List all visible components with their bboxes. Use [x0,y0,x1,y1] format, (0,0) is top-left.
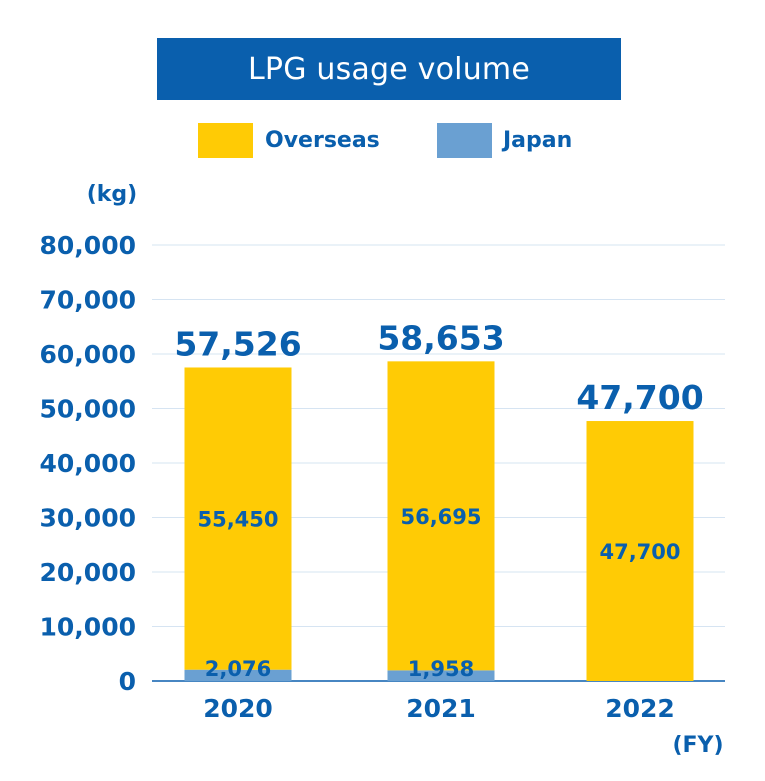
data-label-overseas: 55,450 [197,508,278,532]
x-tick-label: 2021 [406,694,476,723]
legend-swatch-japan [437,123,492,158]
y-tick-labels: 0 10,000 20,000 30,000 40,000 50,000 60,000 70,… [40,231,136,696]
bars [184,361,694,681]
y-tick-label: 80,000 [40,231,136,260]
bar-japan [184,669,292,681]
data-labels: 2,076 55,450 57,526 1,958 56,695 58,653 47,700… [174,318,703,681]
x-axis-unit: (FY) [672,733,723,758]
bar-overseas [586,421,694,681]
y-axis-unit: (kg) [87,182,138,207]
y-tick-label: 30,000 [40,504,136,533]
x-tick-labels: 2020 2021 2022 [203,694,675,723]
y-tick-label: 70,000 [40,286,136,315]
legend-swatch-overseas [198,123,253,158]
y-tick-label: 20,000 [40,558,136,587]
y-tick-label: 50,000 [40,395,136,424]
legend-label-japan: Japan [503,128,573,153]
bar-overseas [387,361,495,671]
bar-overseas [184,367,292,670]
x-tick-label: 2020 [203,694,273,723]
y-tick-label: 10,000 [40,613,136,642]
y-tick-label: 0 [119,667,136,696]
data-label-total: 47,700 [576,378,703,417]
y-tick-label: 40,000 [40,449,136,478]
data-label-overseas: 47,700 [599,540,680,564]
data-label-overseas: 56,695 [400,505,481,529]
data-label-japan: 2,076 [205,657,271,681]
y-tick-label: 60,000 [40,340,136,369]
data-label-japan: 1,958 [408,657,474,681]
chart-title: LPG usage volume [157,38,621,100]
x-tick-label: 2022 [605,694,675,723]
data-label-total: 57,526 [174,324,301,363]
legend: Overseas Japan [0,123,765,159]
legend-label-overseas: Overseas [265,128,380,153]
bar-japan [387,670,495,681]
data-label-total: 58,653 [377,318,504,357]
